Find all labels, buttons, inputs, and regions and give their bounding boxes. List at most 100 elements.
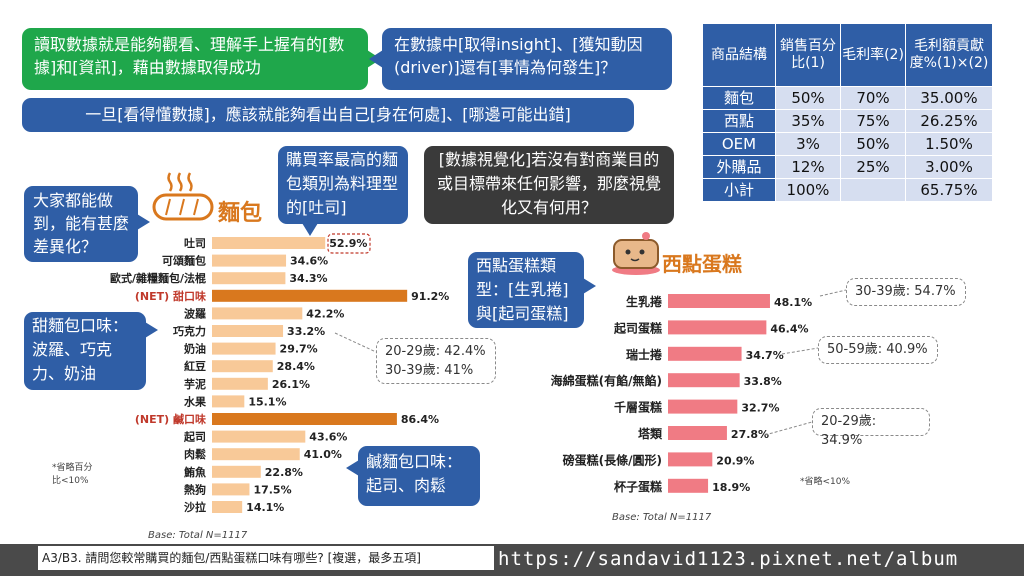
table-row: 小計 100% 65.75% — [702, 178, 993, 202]
bar — [212, 237, 326, 249]
bread-omit-note: *省略百分 — [52, 461, 93, 473]
bar — [668, 320, 767, 335]
bar — [212, 325, 284, 337]
table-header-cell: 毛利率(2) — [840, 23, 906, 87]
category-label: 肉鬆 — [184, 447, 206, 461]
table-cell: 35.00% — [905, 86, 993, 110]
bar — [212, 254, 287, 267]
value-label: 32.7% — [741, 402, 779, 415]
bar — [212, 465, 261, 478]
bar — [668, 346, 742, 361]
value-label: 15.1% — [248, 395, 286, 408]
cake-chart-title: 西點蛋糕 — [662, 252, 742, 276]
value-label: 41.0% — [304, 448, 342, 461]
bar — [212, 377, 268, 390]
category-label: 歐式/雜糧麵包/法棍 — [110, 271, 206, 285]
table-row: 麵包 50% 70% 35.00% — [702, 86, 993, 110]
category-label: 生乳捲 — [626, 294, 663, 309]
table-header-cell: 毛利額貢獻度%(1)×(2) — [905, 23, 993, 87]
callout-differentiation: 大家都能做到，能有甚麼差異化？ — [24, 186, 150, 262]
connector-line — [819, 289, 847, 297]
footer-bar: A3/B3. 請問您較常購買的麵包/西點蛋糕口味有哪些? [複選，最多五項] h… — [0, 544, 1024, 576]
table-row: 西點 35% 75% 26.25% — [702, 109, 993, 133]
table-row-label: 麵包 — [702, 86, 776, 110]
callout-highest-bread: 購買率最高的麵包類別為料理型的[吐司] — [278, 146, 408, 236]
category-label: 紅豆 — [184, 359, 206, 373]
category-label: 千層蛋糕 — [614, 400, 662, 415]
bar — [212, 501, 243, 513]
table-cell: 50% — [840, 132, 906, 156]
bar — [668, 452, 713, 467]
cake-age-annotation-1: 30-39歲: 54.7% — [846, 278, 966, 306]
callout-salty-flavor: 鹹麵包口味：起司、肉鬆 — [346, 446, 480, 506]
cake-base-note: Base: Total N=1117 — [612, 512, 712, 523]
value-label: 33.8% — [744, 375, 782, 388]
value-label: 52.9% — [329, 237, 367, 250]
bread-icon — [152, 172, 214, 221]
value-label: 48.1% — [774, 296, 812, 309]
category-label: 瑞士捲 — [626, 347, 663, 362]
callout-salty-flavor-text: 鹹麵包口味：起司、肉鬆 — [366, 452, 463, 495]
table-cell: 35% — [775, 109, 841, 133]
cake-age-annotation-3: 20-29歲: 34.9% — [812, 408, 930, 448]
bar — [668, 373, 740, 388]
callout-insight: 在數據中[取得insight]、[獲知動因(driver)]還有[事情為何發生]… — [369, 28, 672, 90]
category-label: 巧克力 — [173, 324, 206, 338]
cake-age-annotation-2: 50-59歲: 40.9% — [818, 336, 938, 364]
table-row-label: 西點 — [702, 109, 776, 133]
gross-profit-table: 商品結構 銷售百分比(1) 毛利率(2) 毛利額貢獻度%(1)×(2) 麵包 50… — [702, 23, 993, 202]
table-header-cell: 銷售百分比(1) — [775, 23, 841, 87]
callout-cake-type-text: 西點蛋糕類型：[生乳捲]與[起司蛋糕] — [476, 256, 569, 323]
bar — [212, 483, 250, 496]
category-label: 波羅 — [184, 306, 206, 320]
value-label: 14.1% — [246, 501, 284, 514]
category-label: 起司 — [183, 430, 206, 444]
bar — [212, 430, 306, 443]
footer-question: A3/B3. 請問您較常購買的麵包/西點蛋糕口味有哪些? [複選，最多五項] — [42, 551, 421, 565]
value-label: 26.1% — [272, 378, 310, 391]
table-cell: 70% — [840, 86, 906, 110]
value-label: 86.4% — [401, 413, 439, 426]
bread-age-annotation: 20-29歲: 42.4% 30-39歲: 41% — [376, 338, 496, 384]
callout-cake-type: 西點蛋糕類型：[生乳捲]與[起司蛋糕] — [468, 252, 596, 328]
table-row-label: 小計 — [702, 178, 776, 202]
bread-age-annotation-line: 30-39歲: 41% — [385, 363, 474, 378]
value-label: 33.2% — [287, 325, 325, 338]
callout-highest-bread-text: 購買率最高的麵包類別為料理型的[吐司] — [286, 150, 399, 217]
callout-sweet-flavor: 甜麵包口味：波羅、巧克力、奶油 — [24, 312, 158, 390]
callout-data-literacy-text: 讀取數據就是能夠觀看、理解手上握有的[數據]和[資訊]，藉由數據取得成功 — [34, 35, 345, 77]
bread-base-note: Base: Total N=1117 — [148, 530, 248, 541]
value-label: 42.2% — [306, 307, 344, 320]
cake-omit-note: *省略<10% — [800, 475, 850, 487]
connector-line — [764, 421, 813, 436]
cake-bars: 生乳捲 48.1% 起司蛋糕 46.4% 瑞士捲 34.7% 海綿蛋糕(有餡/無餡) 33.8… — [551, 294, 812, 494]
bread-omit-note: 比<10% — [52, 474, 89, 486]
value-label: 22.8% — [265, 466, 303, 479]
category-label: 起司蛋糕 — [613, 320, 662, 335]
footer-question-box: A3/B3. 請問您較常購買的麵包/西點蛋糕口味有哪些? [複選，最多五項] — [38, 546, 494, 570]
table-cell: 100% — [775, 178, 841, 202]
category-label: 水果 — [184, 394, 206, 408]
callout-sweet-flavor-text: 甜麵包口味：波羅、巧克力、奶油 — [32, 316, 129, 383]
value-label: 34.7% — [746, 349, 784, 362]
category-label: (NET) 甜口味 — [135, 289, 206, 303]
bar — [212, 289, 408, 302]
bar — [668, 399, 738, 414]
bread-age-annotation-line: 20-29歲: 42.4% — [385, 344, 486, 359]
category-label: 杯子蛋糕 — [614, 479, 662, 494]
callout-insight-text: 在數據中[取得insight]、[獲知動因(driver)]還有[事情為何發生]… — [394, 35, 643, 77]
footer-url[interactable]: https://sandavid1123.pixnet.net/album — [498, 548, 959, 570]
value-label: 18.9% — [712, 481, 750, 494]
table-cell: 75% — [840, 109, 906, 133]
value-label: 29.7% — [280, 343, 318, 356]
bar — [212, 272, 286, 285]
bread-bars: 吐司 52.9% 可頌麵包 34.6% 歐式/雜糧麵包/法棍 34.3% (NET) 甜口味… — [110, 236, 449, 514]
bar — [668, 426, 727, 440]
value-label: 43.6% — [309, 431, 347, 444]
category-label: 熱狗 — [184, 482, 206, 496]
cake-age-annotation-text: 20-29歲: 34.9% — [821, 414, 877, 448]
value-label: 17.5% — [253, 483, 291, 496]
value-label: 46.4% — [770, 322, 808, 335]
table-cell — [840, 178, 906, 202]
